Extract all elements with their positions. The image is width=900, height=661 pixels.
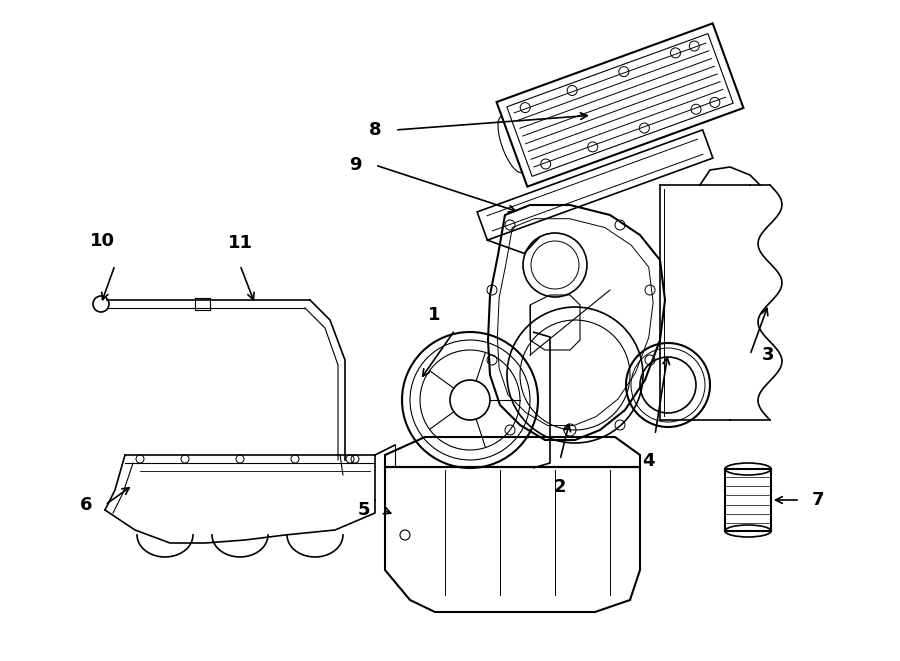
Text: 6: 6 <box>79 496 92 514</box>
Text: 1: 1 <box>428 306 440 324</box>
Text: 2: 2 <box>554 478 566 496</box>
Text: 9: 9 <box>349 156 362 174</box>
Text: 7: 7 <box>812 491 824 509</box>
Text: 5: 5 <box>357 501 370 519</box>
Text: 11: 11 <box>228 234 253 252</box>
Text: 8: 8 <box>369 121 382 139</box>
Text: 10: 10 <box>89 232 114 250</box>
Text: 3: 3 <box>762 346 775 364</box>
Text: 4: 4 <box>642 452 654 470</box>
